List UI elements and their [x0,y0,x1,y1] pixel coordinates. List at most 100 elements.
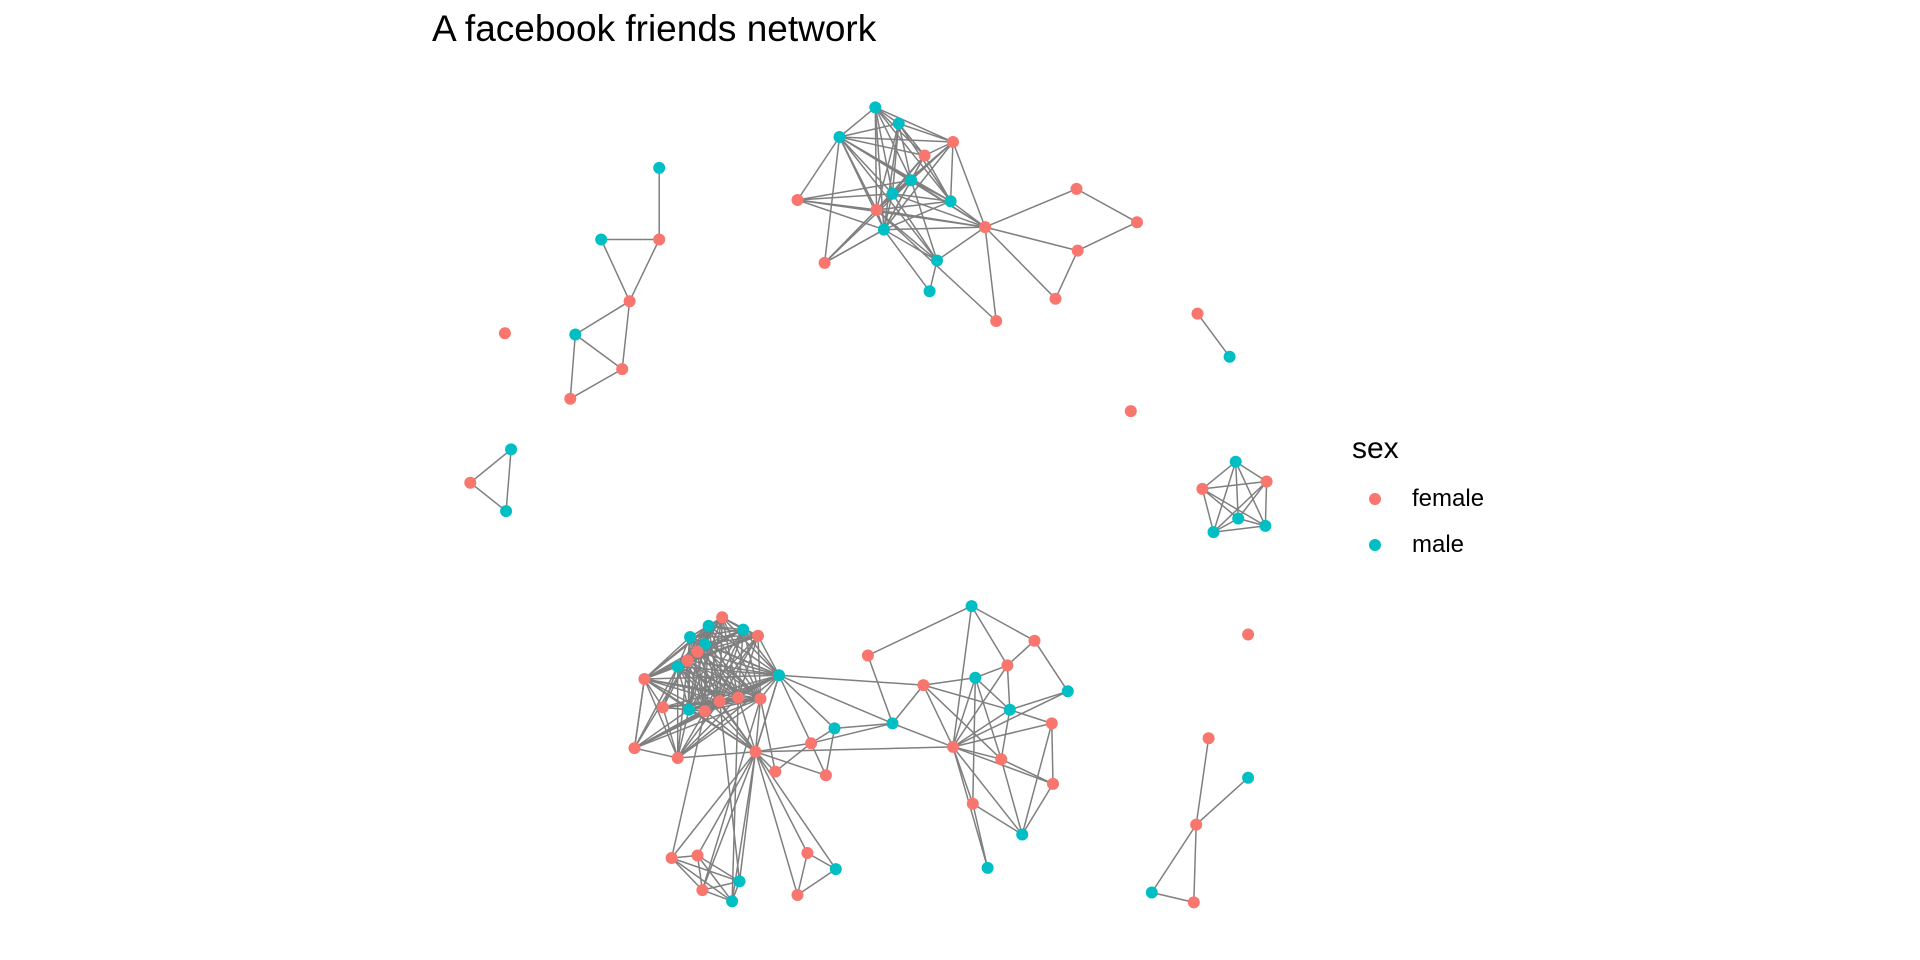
edge-t16-t6 [910,179,938,261]
node-m2-male [965,600,978,613]
node-r2-male [1223,350,1236,363]
edge-t5-t8 [949,141,954,202]
edge-c17-f4 [701,698,762,891]
edge-m6-m8 [974,677,1011,711]
edge-m11-m12 [952,746,1002,760]
edge-c8-c10 [677,665,780,677]
node-t19-female [1049,292,1062,305]
edge-c10-c23 [778,674,836,729]
node-t10-male [877,223,890,236]
edge-m8-m11 [952,709,1011,748]
node-c11-female [638,673,651,685]
node-f1-female [665,852,678,864]
node-c14-female [698,705,711,718]
edge-t14-t15 [1077,221,1138,252]
edge-c20-c24 [755,751,827,777]
node-a1-male [653,161,666,174]
edge-m10-m11 [952,722,1052,748]
edge-t11-t6 [797,179,912,201]
edge-p1-p2 [1201,461,1237,490]
edge-c10-c20 [754,675,780,753]
edge-a6-a7 [569,368,623,400]
edge-p1-p5 [1212,461,1237,533]
node-f7-male [829,863,842,876]
edge-p1-p3 [1235,461,1268,483]
edge-t11-t7 [797,193,893,201]
node-m4-female [1001,659,1014,672]
edge-c21-c22 [774,742,812,773]
node-p6-male [1259,519,1272,532]
edge-m14-m15 [972,803,1023,836]
edge-c7-c10 [697,651,780,677]
edge-t10-t18 [883,229,931,292]
edge-f1-f3 [671,857,740,883]
edge-m5-m8 [923,684,1011,711]
legend-key-male [1352,522,1398,568]
edge-c18-c20 [677,751,756,759]
edge-c12-c18 [662,707,679,759]
edge-a4-a5 [574,300,630,336]
edge-c19-c17 [634,698,761,749]
node-t4-female [918,149,931,162]
edge-m8-m10 [1009,709,1053,725]
edge-t5-t12 [952,141,986,228]
edge-c7-c16 [696,651,739,698]
node-a7-female [564,392,577,405]
edge-c18-c9 [676,660,689,759]
node-c8-male [671,660,684,673]
edge-c12-c8 [662,666,679,708]
edge-m7-m11 [952,690,1069,748]
edge-c20-c16 [737,697,757,753]
edge-f1-f4 [671,857,703,891]
node-c7-female [691,645,704,658]
node-c23-male [828,722,841,735]
node-t8-male [944,195,957,208]
node-q3-female [1190,818,1203,831]
edge-c20-f8 [754,751,799,896]
node-c10-male [773,669,785,682]
edge-m2-m11 [952,606,973,747]
edge-p3-p5 [1212,480,1268,533]
node-p2-female [1196,482,1209,495]
node-c6-male [698,638,711,651]
edge-t8-t12 [950,200,986,228]
edge-c9-c10 [687,659,780,677]
node-m13-female [1047,777,1059,790]
edge-m5-m12 [922,684,1002,760]
node-m10-female [1045,717,1058,730]
edge-c19-c8 [633,666,679,749]
edge-t12-t10 [883,226,986,231]
node-m7-male [1061,685,1074,698]
edge-b1-b3 [505,449,512,512]
edge-p3-p6 [1264,481,1268,526]
edge-t12-t7 [892,193,986,228]
node-a5-male [569,328,582,341]
node-t15-female [1071,244,1084,257]
edge-m4-m11 [952,664,1009,748]
edge-c10-m9 [778,674,893,725]
legend-title: sex [1352,432,1399,465]
edge-m5-m6 [923,676,976,686]
edge-a2-a4 [600,239,631,302]
edge-t16-t10 [883,228,938,262]
node-t13-female [1070,182,1083,195]
node-c12-female [656,701,669,714]
edge-p5-p6 [1213,525,1266,533]
edge-p1-p6 [1235,461,1267,527]
edge-c5-c14 [704,635,759,712]
edge-c20-f6 [754,751,809,854]
node-m14-female [966,797,979,810]
edge-t10-t17 [824,228,885,264]
male-dot-icon [1369,539,1381,551]
node-c13-male [682,703,695,716]
edge-t15-t19 [1054,250,1079,300]
edge-c20-f5 [731,751,757,902]
legend-key-female [1352,476,1398,522]
node-m11-female [947,740,959,753]
node-p1-male [1229,455,1242,468]
node-t11-female [791,194,804,206]
edge-q2-q3 [1195,777,1249,826]
node-r1-female [1191,307,1204,320]
edge-m10-m13 [1051,723,1054,784]
node-c15-female [713,695,726,708]
